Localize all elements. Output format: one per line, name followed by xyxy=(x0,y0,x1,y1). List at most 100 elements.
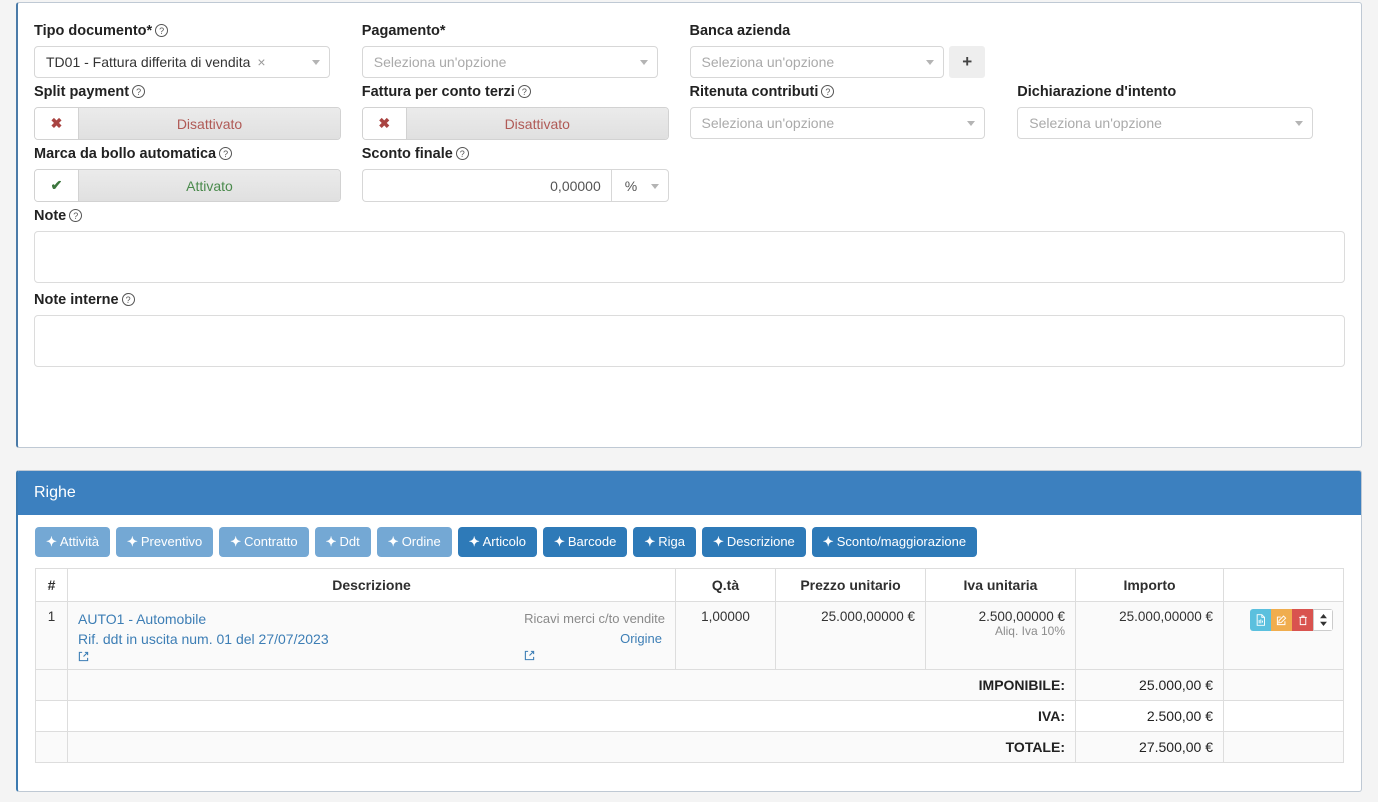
col-header-importo: Importo xyxy=(1075,568,1224,602)
button-label: Sconto/maggiorazione xyxy=(836,534,967,549)
sconto-finale-label-text: Sconto finale xyxy=(361,146,453,162)
chevron-down-icon xyxy=(1295,121,1303,126)
add-descrizione-button[interactable]: ✦ Descrizione xyxy=(701,527,806,557)
col-header-iva: Iva unitaria xyxy=(925,568,1076,602)
banca-azienda-placeholder: Seleziona un'opzione xyxy=(701,54,835,70)
button-label: Articolo xyxy=(482,534,526,549)
row-origin-link[interactable]: Origine xyxy=(524,631,665,661)
add-banca-button[interactable]: + xyxy=(949,46,986,78)
field-tipo-documento: Tipo documento*? TD01 - Fattura differit… xyxy=(34,17,362,78)
help-icon[interactable]: ? xyxy=(69,209,83,222)
col-header-actions xyxy=(1223,568,1344,602)
table-header-row: # Descrizione Q.tà Prezzo unitario Iva u… xyxy=(35,568,1344,602)
pagamento-placeholder: Seleziona un'opzione xyxy=(373,54,507,70)
add-preventivo-button[interactable]: ✦ Preventivo xyxy=(115,527,214,557)
add-barcode-button[interactable]: ✦ Barcode xyxy=(542,527,628,557)
add-attivit--button[interactable]: ✦ Attività xyxy=(35,527,110,557)
form-row-2: Split payment? ✖ Disattivato Fattura per… xyxy=(34,78,1345,140)
fattura-conto-terzi-toggle[interactable]: ✖ Disattivato xyxy=(361,107,669,140)
field-marca-da-bollo: Marca da bollo automatica? ✔ Attivato xyxy=(34,140,362,202)
help-icon[interactable]: ? xyxy=(155,24,169,37)
add-sconto-maggiorazione-button[interactable]: ✦ Sconto/maggiorazione xyxy=(811,527,978,557)
field-ritenuta-contributi: Ritenuta contributi? Seleziona un'opzion… xyxy=(689,78,1018,140)
help-icon[interactable]: ? xyxy=(219,147,233,160)
plus-icon: ✦ xyxy=(644,534,656,549)
note-textarea[interactable] xyxy=(34,231,1345,283)
tipo-documento-select[interactable]: TD01 - Fattura differita di vendita × xyxy=(34,46,330,78)
form-body: Tipo documento*? TD01 - Fattura differit… xyxy=(18,3,1361,202)
note-label-text: Note xyxy=(34,208,67,224)
totals-value: 25.000,00 € xyxy=(1075,669,1224,701)
marca-da-bollo-state-text: Attivato xyxy=(79,170,340,201)
add-riga-button[interactable]: ✦ Riga xyxy=(633,527,696,557)
note-interne-section: Note interne? xyxy=(18,292,1361,370)
row-product-link[interactable]: AUTO1 - Automobile xyxy=(78,611,207,627)
plus-icon: ✦ xyxy=(126,534,138,549)
totals-actions-spacer xyxy=(1223,669,1344,701)
edit-row-icon[interactable] xyxy=(1271,609,1292,631)
split-payment-toggle[interactable]: ✖ Disattivato xyxy=(34,107,341,140)
add-articolo-button[interactable]: ✦ Articolo xyxy=(457,527,537,557)
fattura-conto-terzi-label-text: Fattura per conto terzi xyxy=(361,84,515,100)
plus-icon: ✦ xyxy=(387,534,399,549)
dichiarazione-intento-select[interactable]: Seleziona un'opzione xyxy=(1017,107,1313,139)
add-ordine-button[interactable]: ✦ Ordine xyxy=(376,527,452,557)
button-label: Contratto xyxy=(244,534,298,549)
ritenuta-contributi-label-text: Ritenuta contributi xyxy=(689,84,819,100)
help-icon[interactable]: ? xyxy=(821,85,835,98)
pagamento-select[interactable]: Seleziona un'opzione xyxy=(361,46,658,78)
banca-azienda-label-text: Banca azienda xyxy=(689,23,791,39)
spacer-col-1 xyxy=(1017,17,1345,78)
button-label: Descrizione xyxy=(726,534,795,549)
sconto-finale-unit-select[interactable]: % xyxy=(610,169,669,202)
banca-azienda-select[interactable]: Seleziona un'opzione xyxy=(689,46,945,78)
ritenuta-contributi-select[interactable]: Seleziona un'opzione xyxy=(689,107,986,139)
row-iva-unitaria: 2.500,00000 € Aliq. Iva 10% xyxy=(925,601,1076,670)
duplicate-row-icon[interactable] xyxy=(1250,609,1271,631)
add-ddt-button[interactable]: ✦ Ddt xyxy=(314,527,371,557)
totals-label: TOTALE: xyxy=(67,731,1076,763)
external-link-icon xyxy=(524,650,665,661)
note-interne-label-text: Note interne xyxy=(34,292,119,308)
field-fattura-conto-terzi: Fattura per conto terzi? ✖ Disattivato xyxy=(361,78,690,140)
help-icon[interactable]: ? xyxy=(132,85,146,98)
sconto-finale-input[interactable] xyxy=(361,169,611,202)
help-icon[interactable]: ? xyxy=(455,147,469,160)
external-link-icon xyxy=(78,651,332,662)
add-contratto-button[interactable]: ✦ Contratto xyxy=(219,527,309,557)
fattura-conto-terzi-state-text: Disattivato xyxy=(406,108,668,139)
delete-row-icon[interactable] xyxy=(1292,609,1313,631)
cross-icon: ✖ xyxy=(35,108,79,139)
righe-panel: Righe ✦ Attività ✦ Preventivo ✦ Contratto ✦ Ddt… xyxy=(16,470,1362,792)
row-actions-cell xyxy=(1223,601,1344,670)
sconto-finale-unit-text: % xyxy=(624,177,638,194)
field-pagamento: Pagamento* Seleziona un'opzione xyxy=(361,17,690,78)
totals-spacer xyxy=(35,669,68,701)
pagamento-label-text: Pagamento* xyxy=(361,23,446,39)
col-header-prezzo: Prezzo unitario xyxy=(775,568,926,602)
banca-azienda-label: Banca azienda xyxy=(690,23,986,39)
button-label: Ddt xyxy=(339,534,360,549)
clear-icon[interactable]: × xyxy=(257,54,266,70)
reorder-row-icon[interactable] xyxy=(1313,609,1333,631)
marca-da-bollo-label-text: Marca da bollo automatica xyxy=(34,146,217,162)
help-icon[interactable]: ? xyxy=(517,85,531,98)
chevron-down-icon xyxy=(967,121,976,126)
row-description-cell: AUTO1 - Automobile Rif. ddt in uscita num… xyxy=(67,601,676,670)
plus-icon: ✦ xyxy=(325,534,337,549)
field-sconto-finale: Sconto finale? % xyxy=(361,140,690,202)
totals-actions-spacer xyxy=(1223,731,1344,763)
tipo-documento-label: Tipo documento*? xyxy=(34,23,330,39)
sconto-finale-group: % xyxy=(361,169,669,202)
row-reference-link[interactable]: Rif. ddt in uscita num. 01 del 27/07/202… xyxy=(78,629,332,662)
righe-table-head: # Descrizione Q.tà Prezzo unitario Iva u… xyxy=(35,568,1344,602)
chevron-down-icon xyxy=(639,60,648,65)
marca-da-bollo-toggle[interactable]: ✔ Attivato xyxy=(34,169,341,202)
button-label: Attività xyxy=(59,534,99,549)
button-label: Ordine xyxy=(401,534,441,549)
totals-actions-spacer xyxy=(1223,700,1344,732)
note-interne-textarea[interactable] xyxy=(34,315,1345,367)
totals-row: IVA: 2.500,00 € xyxy=(35,700,1344,732)
help-icon[interactable]: ? xyxy=(121,293,135,306)
tipo-documento-label-text: Tipo documento* xyxy=(34,23,153,39)
